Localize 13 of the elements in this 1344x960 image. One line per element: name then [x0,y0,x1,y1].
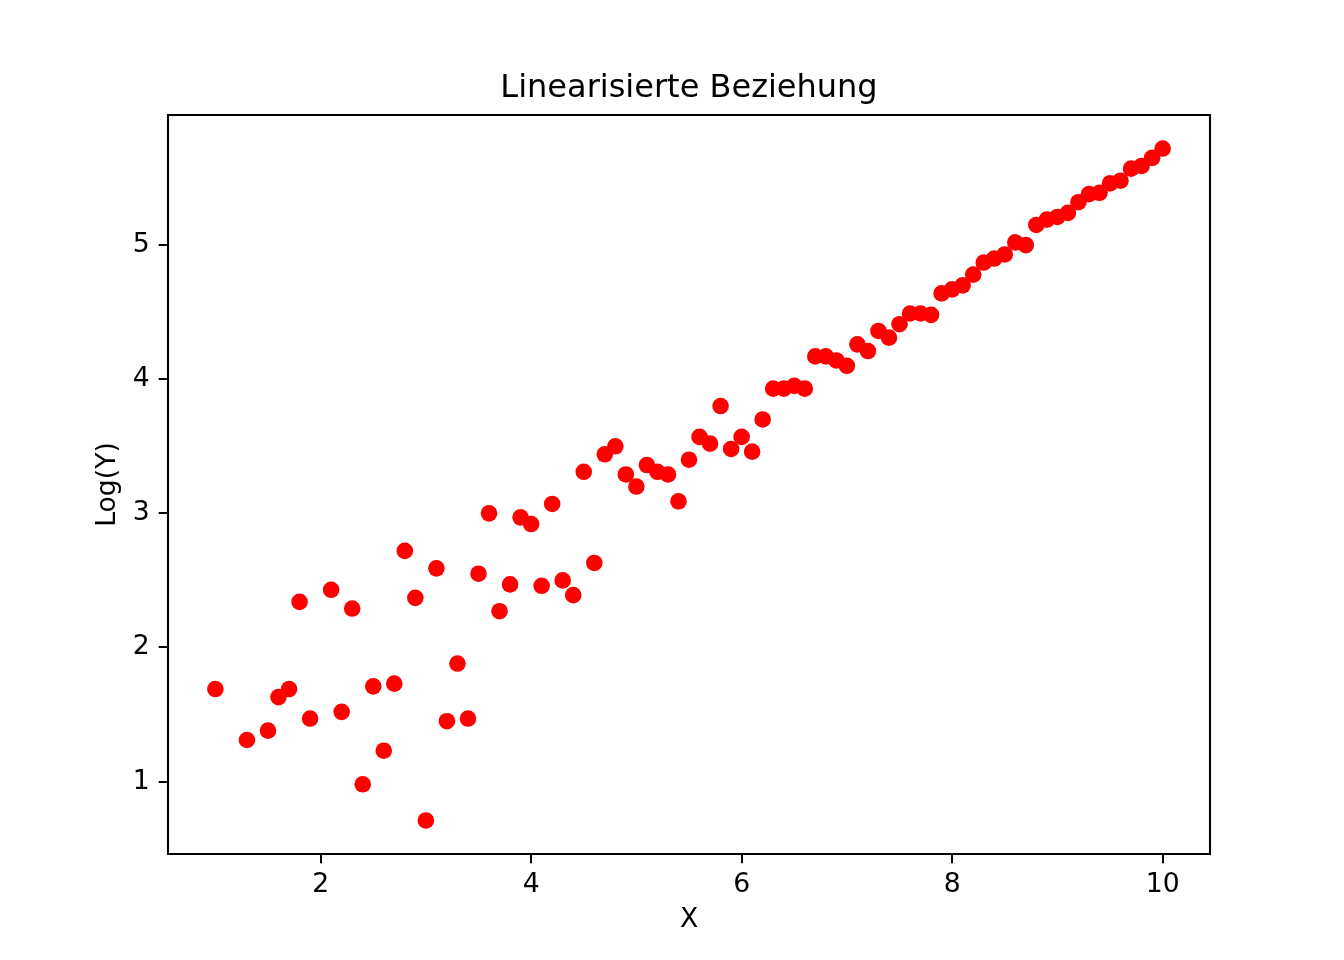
x-axis-title: X [679,901,699,933]
y-tick-label: 2 [132,629,150,661]
chart-title: Linearisierte Beziehung [500,66,878,105]
y-axis-title: Log(Y) [89,442,121,527]
y-tick-label: 4 [132,361,150,393]
x-tick-label: 4 [522,867,540,899]
x-tick-label: 6 [733,867,751,899]
x-tick-label: 10 [1145,867,1180,899]
x-tick-label: 8 [943,867,961,899]
y-tick-label: 3 [132,495,150,527]
y-tick-label: 5 [132,227,150,259]
y-tick-label: 1 [132,763,150,795]
x-tick-label: 2 [312,867,330,899]
